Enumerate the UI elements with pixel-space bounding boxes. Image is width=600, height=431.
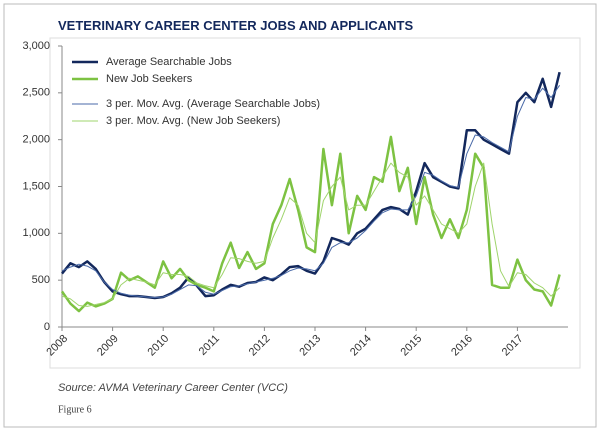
chart-title: VETERINARY CAREER CENTER JOBS AND APPLIC… (58, 18, 413, 33)
legend-label: 3 per. Mov. Avg. (Average Searchable Job… (106, 98, 320, 110)
y-tick-label: 3,000 (22, 40, 50, 52)
x-tick-label: 2014 (348, 333, 374, 359)
source-note: Source: AVMA Veterinary Career Center (V… (58, 382, 288, 394)
legend-label: 3 per. Mov. Avg. (New Job Seekers) (106, 115, 280, 127)
legend-label: New Job Seekers (106, 73, 193, 85)
x-tick-label: 2013 (297, 333, 323, 359)
x-tick-label: 2009 (95, 333, 121, 359)
x-tick-label: 2012 (247, 333, 273, 359)
x-tick-label: 2008 (44, 333, 70, 359)
legend-label: Average Searchable Jobs (106, 56, 232, 68)
y-tick-label: 1,000 (22, 227, 50, 239)
x-tick-label: 2017 (500, 333, 526, 359)
series-line (61, 162, 560, 307)
y-tick-label: 2,000 (22, 134, 50, 146)
y-tick-label: 1,500 (22, 180, 50, 192)
plot-frame (49, 37, 581, 369)
series-line (60, 135, 561, 313)
figure-frame (3, 3, 597, 428)
y-tick-label: 0 (44, 321, 50, 333)
x-tick-label: 2016 (449, 333, 475, 359)
x-tick-label: 2011 (197, 333, 222, 358)
y-tick-label: 500 (32, 274, 50, 286)
y-tick-label: 2,500 (22, 87, 50, 99)
series-line (61, 85, 561, 298)
x-tick-label: 2015 (399, 333, 425, 359)
x-tick-label: 2010 (146, 333, 172, 359)
figure-label: Figure 6 (58, 404, 92, 415)
